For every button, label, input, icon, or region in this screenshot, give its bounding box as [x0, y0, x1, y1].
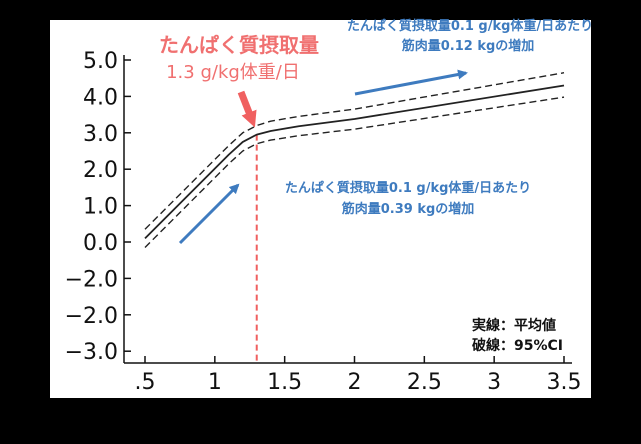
upper-slope-line2: 筋肉量0.12 kgの増加 — [401, 38, 535, 54]
y-tick-label: −3.0 — [65, 340, 118, 365]
x-tick-label: 3.5 — [547, 370, 582, 395]
y-axis-ticks: 5.0 4.0 3.0 2.0 1.0 0.0 −2.0 −2.0 −3.0 — [65, 49, 131, 365]
series-group — [144, 72, 565, 248]
y-tick-label: 4.0 — [83, 85, 118, 110]
x-axis-ticks: .5 1 1.5 2 2.5 3 3.5 — [135, 356, 582, 395]
y-tick-label: −2.0 — [65, 304, 118, 329]
ci-line-2 — [144, 96, 565, 248]
ci-line-1 — [144, 72, 565, 230]
lower-slope-line1: たんぱく質摂取量0.1 g/kg体重/日あたり — [285, 180, 531, 196]
y-tick-label: 5.0 — [83, 49, 118, 74]
y-tick-label: 1.0 — [83, 195, 118, 220]
x-tick-label: 2 — [348, 370, 362, 395]
x-tick-label: 2.5 — [407, 370, 442, 395]
intake-title: たんぱく質摂取量 — [159, 33, 319, 57]
mean-line — [144, 84, 565, 239]
y-tick-label: 2.0 — [83, 158, 118, 183]
x-tick-label: 3 — [487, 370, 501, 395]
x-tick-label: 1.5 — [267, 370, 302, 395]
plot-background — [50, 20, 591, 398]
x-tick-label: .5 — [135, 370, 156, 395]
y-tick-label: 3.0 — [83, 122, 118, 147]
legend-dashed-label: 破線：95%CI — [472, 337, 563, 354]
lower-slope-line2: 筋肉量0.39 kgの増加 — [341, 201, 475, 217]
intake-value: 1.3 g/kg体重/日 — [166, 62, 300, 83]
upper-slope-line1: たんぱく質摂取量0.1 g/kg体重/日あたり — [347, 18, 593, 34]
y-tick-label: 0.0 — [83, 231, 118, 256]
y-tick-label: −2.0 — [65, 267, 118, 292]
lower-trend-arrow — [178, 183, 240, 245]
x-tick-label: 1 — [208, 370, 222, 395]
upper-trend-arrow — [354, 69, 468, 96]
legend-solid-label: 実線：平均値 — [472, 317, 556, 334]
breakpoint-arrow — [237, 90, 257, 128]
